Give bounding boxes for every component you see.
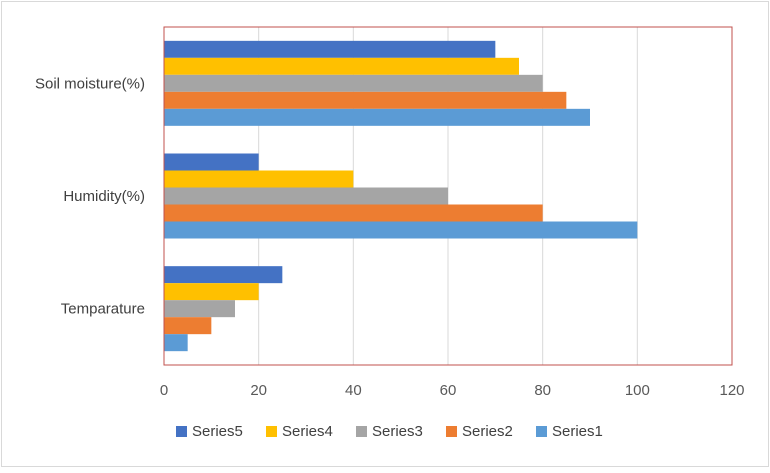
x-axis-tick-labels: 0 20 40 60 80 100 120 [160, 382, 745, 399]
category-label: Temparature [61, 301, 145, 318]
legend-label-series2: Series2 [462, 423, 513, 440]
legend-label-series1: Series1 [552, 423, 603, 440]
bar-series3-cat1 [164, 187, 448, 205]
legend-swatch-series1 [536, 426, 547, 437]
bar-series3-cat2 [164, 300, 235, 318]
bar-series2-cat1 [164, 204, 543, 222]
legend-swatch-series3 [356, 426, 367, 437]
legend-label-series4: Series4 [282, 423, 333, 440]
bar-series3-cat0 [164, 74, 543, 92]
legend-swatch-series4 [266, 426, 277, 437]
legend-label-series5: Series5 [192, 423, 243, 440]
x-tick-label: 60 [440, 382, 457, 399]
bar-series1-cat2 [164, 334, 188, 352]
bar-series5-cat1 [164, 153, 259, 171]
bar-series4-cat2 [164, 283, 259, 301]
bars [164, 40, 638, 352]
y-axis-category-labels: Soil moisture(%) Humidity(%) Temparature [35, 75, 145, 317]
bar-series2-cat2 [164, 317, 212, 335]
category-label: Humidity(%) [63, 188, 145, 205]
x-tick-label: 100 [625, 382, 650, 399]
x-tick-label: 80 [534, 382, 551, 399]
category-label: Soil moisture(%) [35, 75, 145, 92]
legend-label-series3: Series3 [372, 423, 423, 440]
bar-series1-cat0 [164, 108, 590, 126]
plot-area-border [163, 26, 733, 366]
bar-series1-cat1 [164, 221, 638, 239]
x-tick-label: 40 [345, 382, 362, 399]
bar-series5-cat2 [164, 266, 283, 284]
x-tick-label: 120 [719, 382, 744, 399]
x-tick-label: 0 [160, 382, 168, 399]
legend-swatch-series5 [176, 426, 187, 437]
bar-series5-cat0 [164, 40, 496, 58]
x-tick-label: 20 [250, 382, 267, 399]
legend-swatch-series2 [446, 426, 457, 437]
bar-series4-cat0 [164, 57, 519, 75]
bar-series4-cat1 [164, 170, 354, 188]
bar-series2-cat0 [164, 91, 567, 109]
legend: Series5 Series4 Series3 Series2 Series1 [176, 423, 603, 440]
